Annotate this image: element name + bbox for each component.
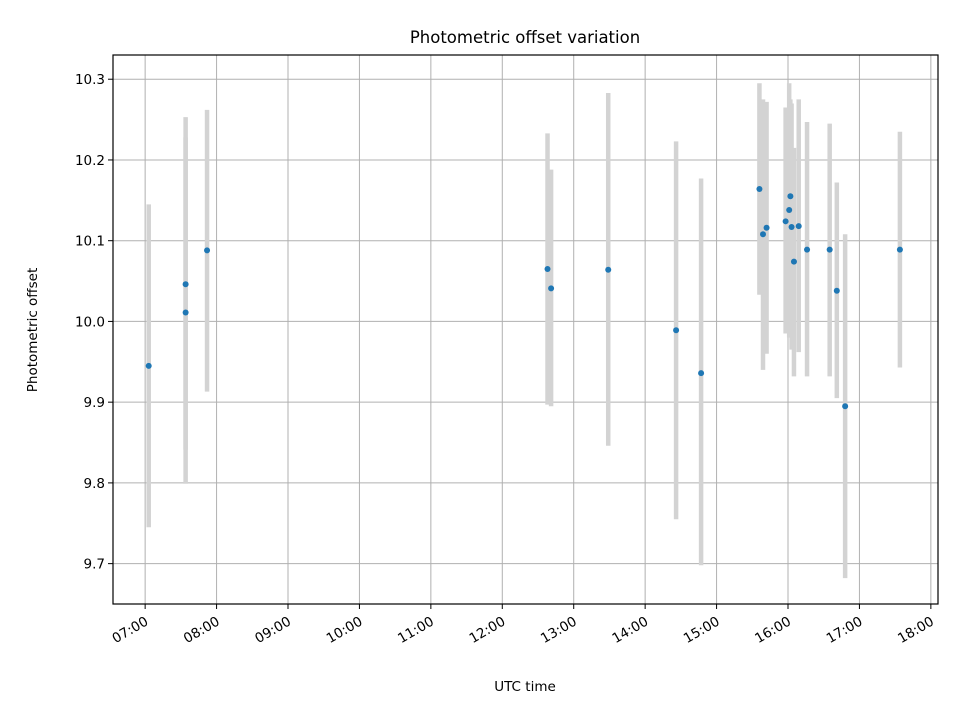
y-tick-label: 9.8 bbox=[84, 476, 105, 492]
data-point bbox=[182, 309, 189, 316]
data-point bbox=[804, 246, 811, 253]
y-axis-label: Photometric offset bbox=[25, 268, 41, 392]
data-point bbox=[182, 281, 189, 288]
data-points bbox=[145, 186, 903, 410]
data-point bbox=[896, 246, 903, 253]
y-axis-ticks: 9.7 9.8 9.9 10.0 10.1 10.2 10.3 bbox=[75, 72, 113, 573]
data-point bbox=[795, 223, 802, 230]
data-point bbox=[544, 265, 551, 272]
data-point bbox=[782, 218, 789, 225]
x-axis-label: UTC time bbox=[494, 679, 556, 695]
grid bbox=[113, 55, 938, 604]
data-point bbox=[787, 193, 794, 200]
data-point bbox=[756, 186, 763, 193]
data-point bbox=[760, 231, 766, 238]
data-point bbox=[673, 327, 680, 334]
data-point bbox=[826, 246, 833, 253]
data-point bbox=[548, 285, 555, 292]
data-point bbox=[842, 403, 849, 410]
data-point bbox=[786, 207, 793, 214]
plot-frame bbox=[112, 54, 939, 605]
data-point bbox=[698, 370, 705, 377]
data-point bbox=[788, 223, 795, 230]
y-tick-label: 9.9 bbox=[84, 395, 105, 411]
y-tick-label: 10.3 bbox=[75, 72, 105, 88]
y-tick-label: 10.1 bbox=[75, 234, 105, 250]
y-tick-label: 9.7 bbox=[84, 557, 105, 573]
data-point bbox=[763, 224, 770, 231]
data-point bbox=[605, 266, 612, 273]
data-point bbox=[145, 362, 152, 369]
data-point bbox=[204, 247, 211, 254]
data-point bbox=[833, 287, 840, 294]
data-point bbox=[790, 258, 797, 265]
y-tick-label: 10.2 bbox=[75, 153, 105, 169]
y-tick-label: 10.0 bbox=[75, 314, 105, 330]
chart-title: Photometric offset variation bbox=[410, 28, 640, 47]
